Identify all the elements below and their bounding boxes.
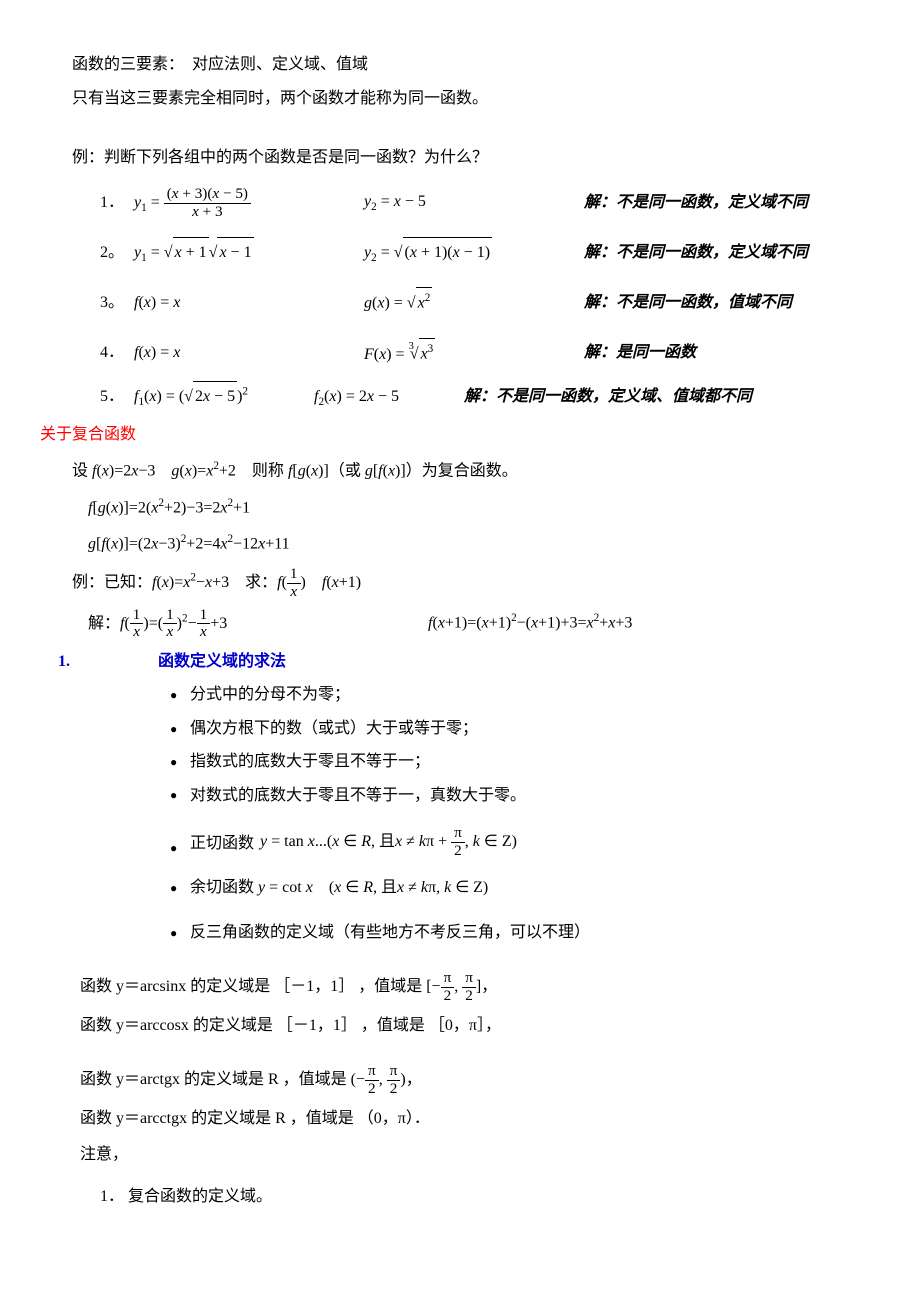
bullet-icon: ●	[170, 784, 190, 807]
sub-item-1: 1． 复合函数的定义域。	[100, 1182, 880, 1212]
item-answer: 解：不是同一函数，定义域不同	[584, 238, 808, 268]
item-answer: 解：不是同一函数，定义域不同	[584, 188, 808, 218]
note-line: 注意，	[80, 1140, 880, 1170]
bullet-icon: ●	[170, 837, 190, 860]
item-answer: 解：不是同一函数，值域不同	[584, 288, 792, 318]
arcsin-line: 函数 y＝arcsinx 的定义域是 ［－1，1］ ，值域是 [−π2, π2]…	[80, 970, 880, 1004]
item-number: 5．	[100, 382, 134, 412]
domain-section-heading: 1. 函数定义域的求法	[40, 647, 880, 677]
item-answer: 解：是同一函数	[584, 338, 696, 368]
item-number: 1．	[100, 188, 134, 218]
sub-item-text: 复合函数的定义域。	[128, 1188, 272, 1205]
example-item-4: 4． f(x) = x F(x) = 3√x3 解：是同一函数	[100, 331, 880, 375]
bullet-icon: ●	[170, 922, 190, 945]
equation-y2: y2 = √(x + 1)(x − 1)	[364, 237, 584, 269]
section-title: 函数定义域的求法	[158, 647, 286, 677]
bullet-icon: ●	[170, 684, 190, 707]
bullet-item: ●对数式的底数大于零且不等于一，真数大于零。	[170, 781, 880, 811]
section-number: 1.	[40, 647, 158, 677]
bullet-icon: ●	[170, 751, 190, 774]
tan-formula: y = tan x...(x ∈ R, 且x ≠ kπ + π2, k ∈ Z)	[260, 825, 517, 859]
bullet-item: ●指数式的底数大于零且不等于一；	[170, 747, 880, 777]
bullet-item: ●偶次方根下的数（或式）大于或等于零；	[170, 714, 880, 744]
example-item-3: 3。 f(x) = x g(x) = √x2 解：不是同一函数，值域不同	[100, 281, 880, 325]
equation-g: g(x) = √x2	[364, 287, 584, 319]
example-item-1: 1． y1 = (x + 3)(x − 5)x + 3 y2 = x − 5 解…	[100, 181, 880, 225]
arctg-line: 函数 y＝arctgx 的定义域是 R ，值域是 (−π2, π2)，	[80, 1063, 880, 1097]
equation-y2: y2 = x − 5	[364, 187, 584, 218]
composite-calc-1: f[g(x)]=2(x2+2)−3=2x2+1	[88, 493, 880, 524]
example-item-2: 2。 y1 = √x + 1√x − 1 y2 = √(x + 1)(x − 1…	[100, 231, 880, 275]
composite-calc-2: g[f(x)]=(2x−3)2+2=4x2−12x+11	[88, 529, 880, 560]
composite-example: 例：已知：f(x)=x2−x+3 求：f(1x) f(x+1)	[72, 566, 880, 600]
item-number: 3。	[100, 288, 134, 318]
equation-f: f(x) = x	[134, 288, 364, 318]
sub-item-number: 1．	[100, 1188, 124, 1205]
bullet-tan: ● 正切函数 y = tan x...(x ∈ R, 且x ≠ kπ + π2,…	[170, 825, 880, 859]
item-number: 2。	[100, 238, 134, 268]
bullet-icon: ●	[170, 718, 190, 741]
composite-definition: 设 f(x)=2x−3 g(x)=x2+2 则称 f[g(x)]（或 g[f(x…	[72, 456, 880, 487]
equation-f2: f2(x) = 2x − 5	[314, 382, 464, 413]
arccos-line: 函数 y＝arccosx 的定义域是 ［－1，1］ ，值域是 ［0，π］，	[80, 1011, 880, 1041]
arctg-range: (−π2, π2)	[351, 1071, 406, 1088]
bullet-cot: ● 余切函数 y = cot x (x ∈ R, 且x ≠ kπ, k ∈ Z)	[170, 873, 880, 903]
equation-F: F(x) = 3√x3	[364, 337, 584, 370]
arcsin-range: [−π2, π2]	[426, 978, 481, 995]
composite-heading: 关于复合函数	[40, 420, 880, 450]
intro-line-2: 只有当这三要素完全相同时，两个函数才能称为同一函数。	[40, 84, 880, 114]
item-number: 4．	[100, 338, 134, 368]
example-item-5: 5． f1(x) = (√2x − 5)2 f2(x) = 2x − 5 解：不…	[100, 381, 880, 413]
item-answer: 解：不是同一函数，定义域、值域都不同	[464, 382, 752, 412]
cot-formula: y = cot x (x ∈ R, 且x ≠ kπ, k ∈ Z)	[258, 873, 488, 903]
bullet-icon: ●	[170, 877, 190, 900]
equation-f1: f1(x) = (√2x − 5)2	[134, 381, 314, 413]
cot-label: 余切函数	[190, 873, 254, 903]
composite-solve: 解：f(1x)=(1x)2−1x+3 f(x+1)=(x+1)2−(x+1)+3…	[88, 607, 880, 641]
bullet-inv-trig: ● 反三角函数的定义域（有些地方不考反三角，可以不理）	[170, 918, 880, 948]
arcctg-line: 函数 y＝arcctgx 的定义域是 R ，值域是 （0，π）．	[80, 1104, 880, 1134]
equation-y1: y1 = (x + 3)(x − 5)x + 3	[134, 186, 364, 220]
intro-line-1: 函数的三要素： 对应法则、定义域、值域	[40, 50, 880, 80]
equation-y1: y1 = √x + 1√x − 1	[134, 237, 364, 269]
equation-f: f(x) = x	[134, 338, 364, 368]
bullet-item: ●分式中的分母不为零；	[170, 680, 880, 710]
example-intro: 例：判断下列各组中的两个函数是否是同一函数？为什么？	[40, 143, 880, 173]
domain-bullet-list: ●分式中的分母不为零； ●偶次方根下的数（或式）大于或等于零； ●指数式的底数大…	[170, 680, 880, 948]
tan-label: 正切函数	[190, 829, 254, 859]
composite-solve-rhs: f(x+1)=(x+1)2−(x+1)+3=x2+x+3	[428, 608, 632, 639]
